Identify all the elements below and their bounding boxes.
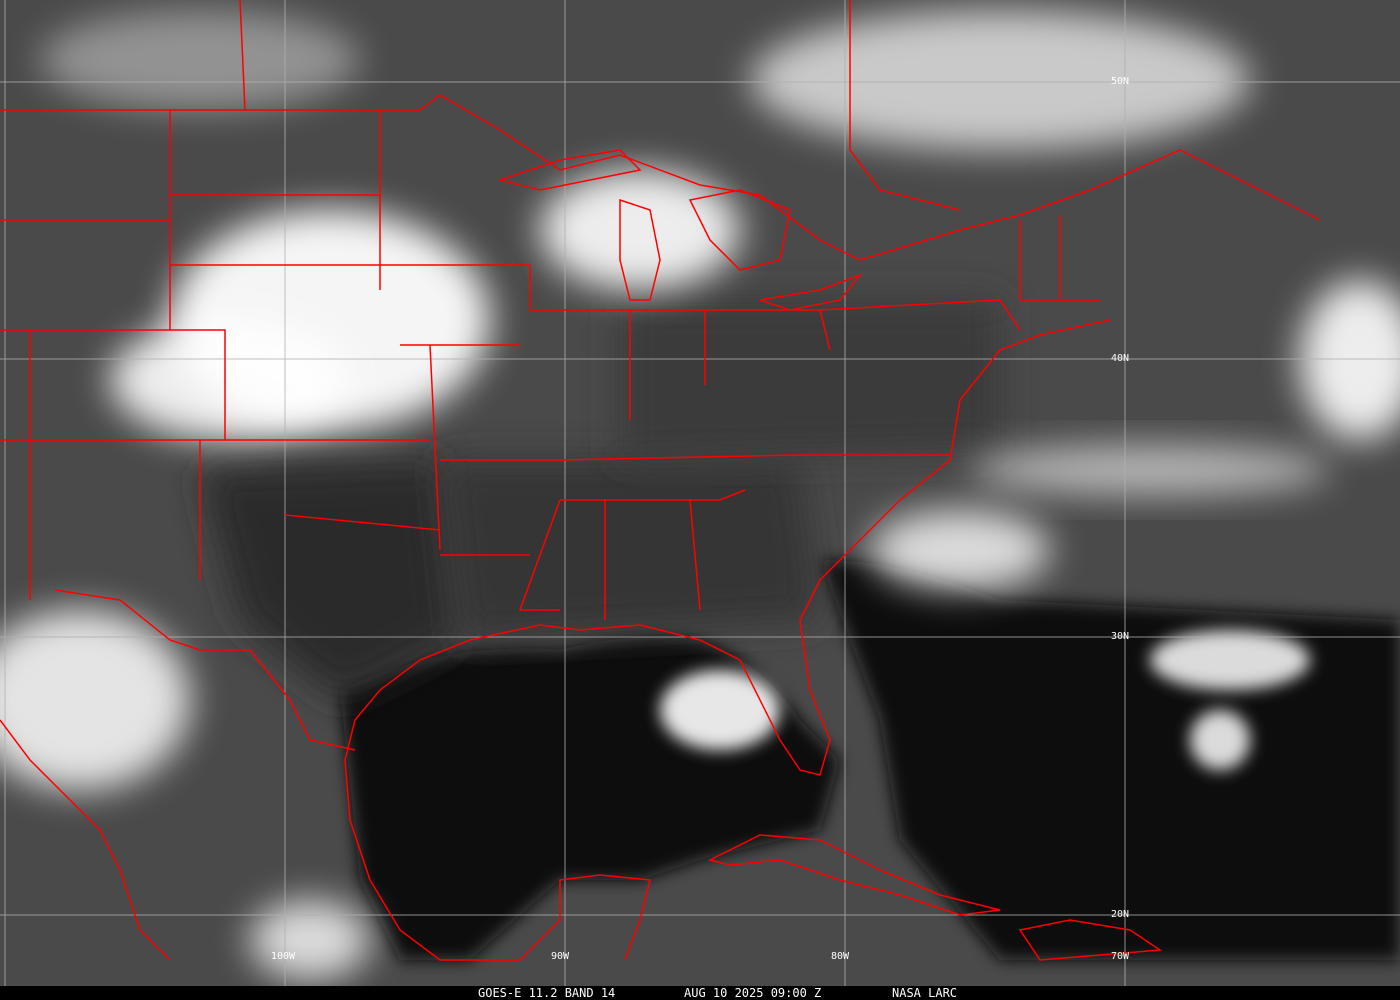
lake-michigan	[619, 198, 661, 301]
latitude-label: 40N	[1111, 353, 1130, 364]
east-coast	[344, 319, 1111, 961]
image-caption: GOES-E 11.2 BAND 14 AUG 10 2025 09:00 Z …	[0, 986, 1400, 1000]
lake-superior	[497, 149, 642, 191]
political-borders	[0, 0, 1321, 961]
lake-erie	[759, 273, 863, 311]
hispaniola	[1018, 919, 1163, 961]
latitude-label: 50N	[1111, 76, 1130, 87]
latitude-label: 20N	[1111, 909, 1130, 920]
cuba	[707, 834, 1001, 916]
caption-source: NASA LARC	[892, 986, 958, 1000]
longitude-label: 70W	[1111, 951, 1130, 962]
longitude-label: 90W	[551, 951, 570, 962]
longitude-label: 100W	[271, 951, 296, 962]
state-lines	[0, 0, 1100, 620]
latitude-label: 30N	[1111, 631, 1130, 642]
us-canada-border	[0, 94, 1321, 261]
caption-datetime: AUG 10 2025 09:00 Z	[684, 986, 822, 1000]
mexico-border	[54, 589, 356, 751]
longitude-label: 80W	[831, 951, 850, 962]
caption-product: GOES-E 11.2 BAND 14	[478, 986, 616, 1000]
lake-huron	[688, 189, 791, 271]
mexico-west-coast	[0, 719, 171, 961]
